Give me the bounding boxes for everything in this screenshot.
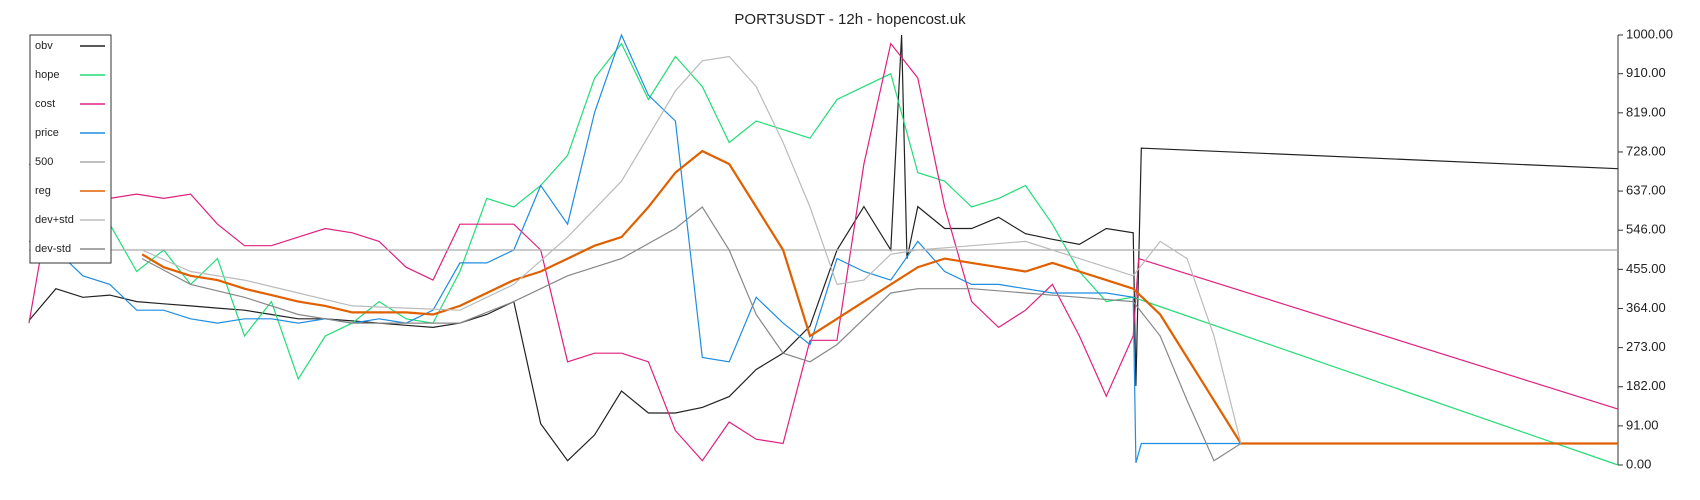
y-tick-label: 273.00 <box>1626 339 1666 354</box>
legend-label: cost <box>35 98 55 110</box>
y-tick-label: 637.00 <box>1626 183 1666 198</box>
legend-label: dev+std <box>35 214 74 226</box>
legend-label: dev-std <box>35 243 71 255</box>
series-line <box>28 42 1619 462</box>
y-tick-label: 728.00 <box>1626 143 1666 158</box>
y-tick-label: 1000.00 <box>1626 26 1673 41</box>
legend-label: 500 <box>35 156 53 168</box>
y-tick-label: 910.00 <box>1626 65 1666 80</box>
legend-label: price <box>35 127 59 139</box>
series-line <box>141 206 1242 462</box>
legend: obv hope cost price 500 reg dev+std dev-std <box>29 34 112 264</box>
series-line <box>141 55 1242 444</box>
y-tick-label: 0.00 <box>1626 456 1651 471</box>
series-line <box>28 34 1619 462</box>
series-line <box>141 149 1618 445</box>
series-line <box>28 33 1618 464</box>
chart-title: PORT3USDT - 12h - hopencost.uk <box>734 11 966 28</box>
legend-label: reg <box>35 185 51 197</box>
y-tick-label: 455.00 <box>1626 261 1666 276</box>
y-tick-label: 91.00 <box>1626 417 1659 432</box>
y-tick-label: 819.00 <box>1626 104 1666 119</box>
y-tick-label: 182.00 <box>1626 378 1666 393</box>
legend-label: hope <box>35 69 59 81</box>
y-tick-label: 364.00 <box>1626 300 1666 315</box>
legend-label: obv <box>35 40 53 52</box>
y-tick-label: 546.00 <box>1626 222 1666 237</box>
legend-box <box>29 34 112 264</box>
series-line <box>28 42 1619 466</box>
